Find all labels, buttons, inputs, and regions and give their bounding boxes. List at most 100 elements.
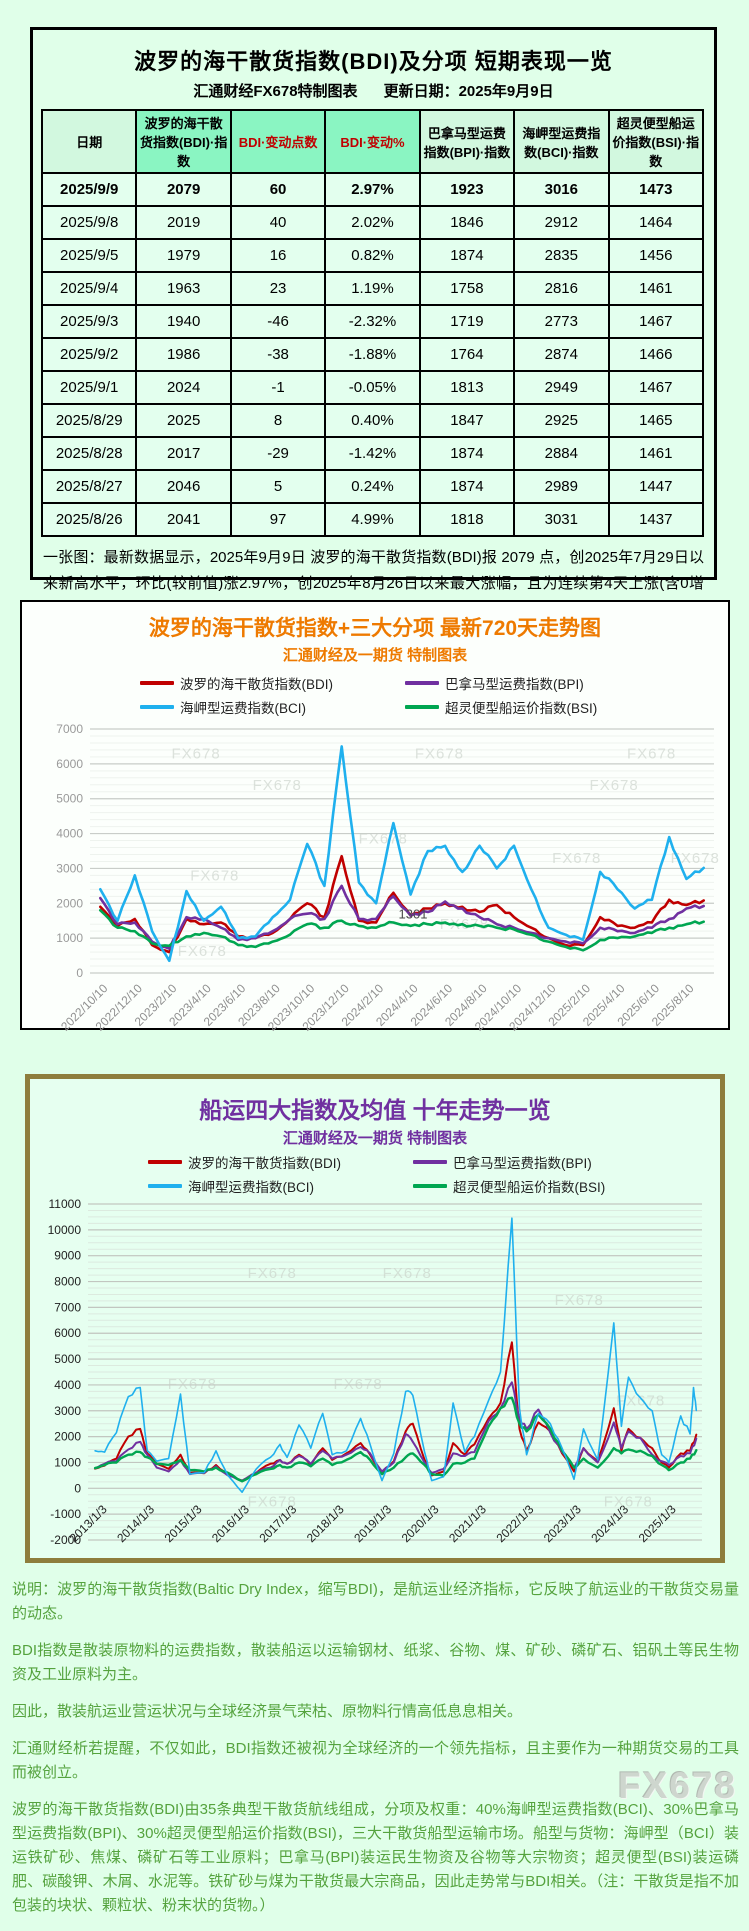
chart-watermark: FX678	[552, 850, 601, 867]
table-cell: 1437	[607, 502, 705, 537]
legend-item: 波罗的海干散货指数(BDI)	[140, 671, 405, 695]
table-cell: 2.97%	[324, 172, 421, 207]
table-cell: 2024	[135, 370, 232, 405]
table-header-cell: 日期	[40, 109, 138, 174]
table-cell: 2025/9/9	[40, 172, 138, 207]
table-cell: -2.32%	[324, 304, 421, 339]
legend-item: 海岬型运费指数(BCI)	[148, 1174, 413, 1198]
y-axis-tick-label: 5000	[54, 1352, 81, 1366]
footer-line: 因此，散装航运业营运状况与全球经济景气荣枯、原物料行情高低息息相关。	[12, 1703, 523, 1720]
chart-watermark: FX678	[604, 1493, 653, 1510]
chart-watermark: FX678	[168, 1376, 217, 1393]
table-cell: 1447	[607, 469, 705, 504]
y-axis-tick-label: 6000	[54, 1326, 81, 1340]
table-cell: 2773	[513, 304, 610, 339]
y-axis-tick-label: -1000	[50, 1507, 81, 1521]
table-cell: 3016	[513, 172, 610, 207]
table-cell: 2912	[513, 205, 610, 240]
table-cell: 4.99%	[324, 502, 421, 537]
table-cell: 1874	[418, 436, 516, 471]
infographic-page: 波罗的海干散货指数(BDI)及分项 短期表现一览 汇通财经FX678特制图表 更新…	[12, 27, 739, 1914]
chart-720day-subtitle: 汇通财经及一期货 特制图表	[282, 647, 468, 664]
table-subtitle-source: 汇通财经FX678特制图表	[193, 83, 358, 100]
table-header-cell: 超灵便型船运价指数(BSI)·指数	[607, 109, 705, 174]
table-cell: 1979	[135, 238, 232, 273]
table-cell: -38	[229, 337, 327, 372]
table-cell: 2025/8/28	[40, 436, 138, 471]
chart-watermark: FX678	[334, 1376, 383, 1393]
table-cell: 2025/8/29	[40, 403, 138, 438]
legend-line-swatch	[148, 1184, 182, 1188]
legend-label: 波罗的海干散货指数(BDI)	[180, 677, 333, 692]
table-cell: 3031	[513, 502, 610, 537]
y-axis-tick-label: 7000	[56, 722, 83, 736]
table-cell: 1464	[607, 205, 705, 240]
footer-line: 汇通财经析若提醒，不仅如此，BDI指数还被视为全球经济的一个领先指标，且主要作为…	[12, 1740, 739, 1781]
table-row: 2025/9/3 1940 -46 -2.32% 1719 2773 1467	[40, 304, 705, 339]
y-axis-tick-label: 9000	[54, 1249, 81, 1263]
table-cell: 2025/9/3	[40, 304, 138, 339]
chart-10year-title: 船运四大指数及均值 十年走势一览	[199, 1097, 551, 1123]
table-row: 2025/9/4 1963 23 1.19% 1758 2816 1461	[40, 271, 705, 306]
footer-line: BDI指数是散装原物料的运费指数，散装船运以运输钢材、纸浆、谷物、煤、矿砂、磷矿…	[12, 1642, 739, 1683]
legend-label: 超灵便型船运价指数(BSI)	[453, 1180, 606, 1195]
table-header-cell: 海岬型运费指数(BCI)·指数	[513, 109, 610, 174]
table-cell: 1818	[418, 502, 516, 537]
x-axis-tick-label: 2014/1/3	[114, 1502, 157, 1545]
series-line-bci	[99, 745, 706, 963]
legend-label: 巴拿马型运费指数(BPI)	[453, 1156, 592, 1171]
y-axis-tick-label: 6000	[56, 757, 83, 771]
y-axis-tick-label: 0	[76, 966, 83, 980]
table-header-cell: 巴拿马型运费指数(BPI)·指数	[418, 109, 516, 174]
x-axis-tick-label: 2016/1/3	[209, 1502, 252, 1545]
y-axis-tick-label: 1000	[56, 931, 83, 945]
bdi-short-term-table: 日期 波罗的海干散货指数(BDI)·指数 BDI·变动点数 BDI·变动% 巴拿马型运费…	[40, 109, 705, 537]
legend-label: 海岬型运费指数(BCI)	[180, 701, 306, 716]
table-cell: 2046	[135, 469, 232, 504]
table-cell: -1.88%	[324, 337, 421, 372]
legend-item: 波罗的海干散货指数(BDI)	[148, 1150, 413, 1174]
table-subtitle-date: 更新日期：2025年9月9日	[383, 83, 554, 100]
x-axis-tick-label: 2020/1/3	[399, 1502, 442, 1545]
chart-10year-plot: -2000 -1000 0 1000 2000 3000 4000 5000 6000 7000 8…	[48, 1198, 702, 1547]
chart-watermark: FX678	[190, 867, 239, 884]
y-axis-tick-label: -2000	[50, 1533, 81, 1547]
table-cell: 2025/8/27	[40, 469, 138, 504]
chart-watermark: FX678	[590, 777, 639, 794]
x-axis-tick-label: 2018/1/3	[304, 1502, 347, 1545]
table-cell: 1923	[418, 172, 516, 207]
legend-item: 超灵便型船运价指数(BSI)	[405, 695, 670, 719]
table-cell: 1963	[135, 271, 232, 306]
y-axis-tick-label: 3000	[54, 1404, 81, 1418]
table-cell: 2025/8/26	[40, 502, 138, 537]
chart-watermark: FX678	[627, 745, 676, 762]
table-cell: 8	[229, 403, 327, 438]
y-axis-tick-label: 0	[74, 1481, 81, 1495]
y-axis-tick-label: 10000	[48, 1223, 82, 1237]
table-cell: 2025/9/1	[40, 370, 138, 405]
table-header-cell: BDI·变动%	[324, 109, 421, 174]
table-cell: -29	[229, 436, 327, 471]
table-cell: -1.42%	[324, 436, 421, 471]
chart-10year-panel: 船运四大指数及均值 十年走势一览 汇通财经及一期货 特制图表 波罗的海干散货指数…	[25, 1074, 725, 1563]
table-cell: -1	[229, 370, 327, 405]
chart-720day-legend: 波罗的海干散货指数(BDI) 巴拿马型运费指数(BPI) 海岬型运费指数(BCI) 超…	[140, 671, 700, 719]
chart-720day-title: 波罗的海干散货指数+三大分项 最新720天走势图	[148, 617, 602, 640]
chart-watermark: FX678	[359, 831, 408, 848]
table-cell: 1719	[418, 304, 516, 339]
chart-watermark: FX678	[248, 1265, 297, 1282]
y-axis-tick-label: 2000	[54, 1430, 81, 1444]
table-cell: 2949	[513, 370, 610, 405]
table-cell: 1473	[607, 172, 705, 207]
bdi-table-panel: 波罗的海干散货指数(BDI)及分项 短期表现一览 汇通财经FX678特制图表 更新…	[30, 27, 717, 722]
legend-item: 巴拿马型运费指数(BPI)	[413, 1150, 678, 1174]
table-cell: 1764	[418, 337, 516, 372]
chart-watermark: FX678	[555, 1292, 604, 1309]
legend-line-swatch	[140, 705, 174, 709]
legend-label: 超灵便型船运价指数(BSI)	[445, 701, 598, 716]
series-line-bsi	[93, 1396, 698, 1483]
series-line-bsi	[99, 909, 706, 952]
footer-line: 说明：波罗的海干散货指数(Baltic Dry Index，缩写BDI)，是航运…	[12, 1581, 739, 1622]
table-cell: 2025/9/4	[40, 271, 138, 306]
legend-label: 巴拿马型运费指数(BPI)	[445, 677, 584, 692]
